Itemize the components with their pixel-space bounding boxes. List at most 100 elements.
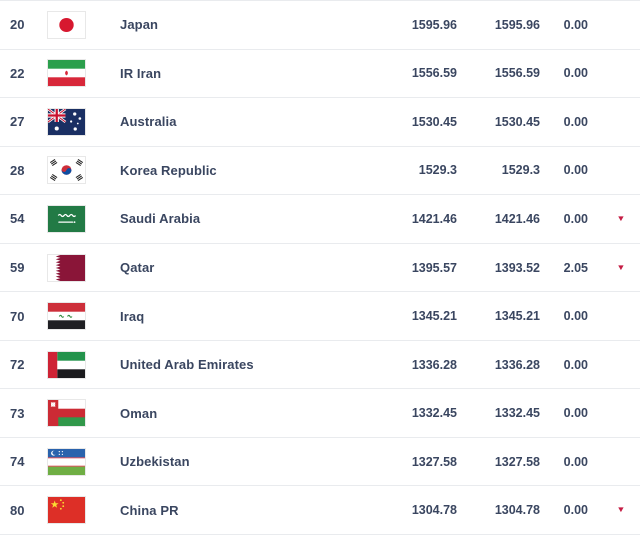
points-change: 0.00 <box>563 163 588 178</box>
team-name: Australia <box>120 114 177 130</box>
points-change: 0.00 <box>563 114 588 129</box>
previous-points: 1556.59 <box>494 66 540 81</box>
previous-points: 1393.52 <box>494 260 540 275</box>
team-name: IR Iran <box>120 65 162 81</box>
flag-qatar-icon <box>48 254 85 281</box>
points-change: 0.00 <box>563 17 588 32</box>
flag-cell <box>48 400 120 427</box>
previous-points: 1304.78 <box>494 503 540 518</box>
previous-points: 1595.96 <box>494 17 540 32</box>
points-change: 0.00 <box>563 309 588 324</box>
flag-cell <box>48 157 120 184</box>
trend-down-icon: ▼ <box>615 505 626 515</box>
flag-iraq-icon <box>48 303 85 330</box>
trend-cell: ▼ <box>588 166 640 174</box>
points-change: 0.00 <box>563 357 588 372</box>
table-row[interactable]: 74 Uzbekistan 1327.58 1327.58 0.00 ▼ <box>0 437 640 487</box>
trend-cell: ▼ <box>588 458 640 466</box>
table-row[interactable]: 20 Japan 1595.96 1595.96 0.00 ▼ <box>0 1 640 50</box>
flag-cell <box>48 448 120 475</box>
table-row[interactable]: 28 Korea Republic 1529.3 1529.3 0.00 ▼ <box>0 146 640 196</box>
flag-cell <box>48 497 120 524</box>
rank-value: 80 <box>10 502 25 518</box>
rank-value: 72 <box>10 357 25 373</box>
table-row[interactable]: 70 Iraq 1345.21 1345.21 0.00 ▼ <box>0 292 640 341</box>
previous-points: 1421.46 <box>494 211 540 226</box>
trend-cell: ▼ <box>588 312 640 320</box>
previous-points: 1530.45 <box>494 114 540 129</box>
table-row[interactable]: 22 IR Iran 1556.59 1556.59 0.00 ▼ <box>0 49 640 99</box>
team-name: Uzbekistan <box>120 454 190 470</box>
flag-uae-icon <box>48 351 85 378</box>
previous-points: 1332.45 <box>494 406 540 421</box>
trend-cell: ▼ <box>588 262 640 272</box>
total-points: 1421.46 <box>411 211 457 226</box>
trend-cell: ▼ <box>588 213 640 223</box>
points-change: 2.05 <box>563 260 588 275</box>
points-change: 0.00 <box>563 503 588 518</box>
team-name: Korea Republic <box>120 162 217 178</box>
rank-value: 73 <box>10 405 25 421</box>
table-row[interactable]: 27 Australia 1530.45 1530.45 0.00 ▼ <box>0 98 640 147</box>
flag-cell <box>48 205 120 232</box>
previous-points: 1327.58 <box>494 454 540 469</box>
total-points: 1556.59 <box>411 66 457 81</box>
total-points: 1304.78 <box>411 503 457 518</box>
previous-points: 1529.3 <box>501 163 540 178</box>
trend-down-icon: ▼ <box>615 262 626 272</box>
total-points: 1345.21 <box>411 309 457 324</box>
flag-saudi-arabia-icon <box>48 205 85 232</box>
previous-points: 1336.28 <box>494 357 540 372</box>
flag-cell <box>48 108 120 135</box>
team-name: United Arab Emirates <box>120 357 254 373</box>
trend-cell: ▼ <box>588 506 640 514</box>
flag-cell <box>48 60 120 87</box>
points-change: 0.00 <box>563 406 588 421</box>
total-points: 1336.28 <box>411 357 457 372</box>
team-name: Saudi Arabia <box>120 211 201 227</box>
flag-korea-republic-icon <box>48 157 85 184</box>
team-name: Qatar <box>120 260 155 275</box>
trend-cell: ▼ <box>588 21 640 29</box>
rank-value: 59 <box>10 260 25 275</box>
points-change: 0.00 <box>563 66 588 81</box>
team-name: Oman <box>120 405 158 421</box>
flag-cell <box>48 254 120 281</box>
rank-value: 74 <box>10 454 25 470</box>
rank-value: 54 <box>10 211 25 227</box>
total-points: 1332.45 <box>411 406 457 421</box>
trend-down-icon: ▼ <box>615 213 626 223</box>
trend-cell: ▼ <box>588 409 640 417</box>
rank-value: 28 <box>10 162 25 178</box>
table-row[interactable]: 73 Oman 1332.45 1332.45 0.00 ▼ <box>0 389 640 438</box>
rank-value: 70 <box>10 308 25 324</box>
total-points: 1530.45 <box>411 114 457 129</box>
team-name: China PR <box>120 502 179 518</box>
total-points: 1595.96 <box>411 17 457 32</box>
flag-oman-icon <box>48 400 85 427</box>
table-row[interactable]: 59 Qatar 1395.57 1393.52 2.05 ▼ <box>0 243 640 293</box>
trend-cell: ▼ <box>588 69 640 77</box>
table-row[interactable]: 54 Saudi Arabia 1421.46 1421.46 0.00 ▼ <box>0 195 640 244</box>
rank-value: 22 <box>10 65 25 81</box>
previous-points: 1345.21 <box>494 309 540 324</box>
trend-cell: ▼ <box>588 361 640 369</box>
rank-value: 20 <box>10 17 25 33</box>
flag-cell <box>48 11 120 38</box>
flag-japan-icon <box>48 11 85 38</box>
total-points: 1529.3 <box>418 163 457 178</box>
points-change: 0.00 <box>563 454 588 469</box>
table-row[interactable]: 72 United Arab Emirates 1336.28 1336.28 … <box>0 340 640 390</box>
flag-australia-icon <box>48 108 85 135</box>
points-change: 0.00 <box>563 211 588 226</box>
total-points: 1395.57 <box>411 260 457 275</box>
flag-china-pr-icon <box>48 497 85 524</box>
flag-cell <box>48 303 120 330</box>
flag-iran-icon <box>48 60 85 87</box>
trend-cell: ▼ <box>588 118 640 126</box>
table-row[interactable]: 80 China PR 1304.78 1304.78 0.00 ▼ <box>0 486 640 535</box>
total-points: 1327.58 <box>411 454 457 469</box>
flag-cell <box>48 351 120 378</box>
team-name: Japan <box>120 17 159 33</box>
